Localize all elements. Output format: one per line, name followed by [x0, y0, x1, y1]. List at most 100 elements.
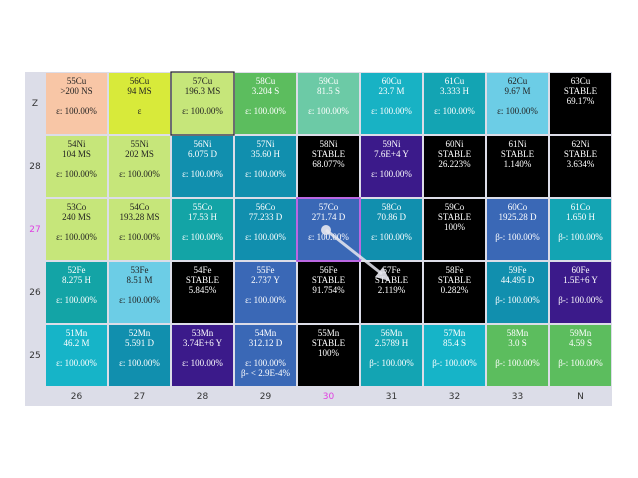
nuclide-name: 55Ni [130, 139, 149, 149]
nuclide-name: 60Co [507, 202, 528, 212]
half-life: 196.3 MS [184, 86, 221, 96]
nuclide-name: 55Co [192, 202, 213, 212]
nuclide-cell: 58Mn 3.0 S β-: 100.00% [486, 324, 549, 387]
nuclide-cell: 58Fe STABLE 0.282% [423, 261, 486, 324]
half-life: STABLE [437, 212, 472, 222]
nuclide-name: 57Fe [382, 265, 401, 275]
nuclide-cell: 52Fe 8.275 H ε: 100.00% [45, 261, 108, 324]
half-life: 77.233 D [248, 212, 283, 222]
abundance: 5.845% [188, 285, 217, 295]
abundance: 26.223% [438, 159, 471, 169]
row-label: 27 [29, 225, 41, 235]
nuclide-name: 52Fe [67, 265, 86, 275]
nuclide-name: 59Cu [318, 76, 339, 86]
nuclide-name: 61Cu [444, 76, 465, 86]
half-life: 17.53 H [188, 212, 217, 222]
decay-mode: ε: 100.00% [119, 232, 160, 242]
column-label: 27 [133, 392, 146, 402]
nuclide-cell: 56Ni 6.075 D ε: 100.00% [171, 135, 234, 198]
nuclide-name: 59Fe [508, 265, 527, 275]
decay-mode: ε: 100.00% [308, 232, 349, 242]
row-label: 28 [29, 162, 41, 172]
decay-mode: β-: 100.00% [369, 358, 414, 368]
nuclide-name: 54Ni [67, 139, 86, 149]
decay-mode: ε: 100.00% [497, 106, 538, 116]
half-life: >200 NS [60, 86, 93, 96]
half-life: 70.86 D [377, 212, 406, 222]
half-life: 94 MS [127, 86, 152, 96]
nuclide-name: 62Cu [507, 76, 528, 86]
decay-mode: ε: 100.00% [119, 358, 160, 368]
half-life: 202 MS [125, 149, 154, 159]
nuclide-cell: 53Fe 8.51 M ε: 100.00% [108, 261, 171, 324]
decay-mode: ε: 100.00% [56, 106, 97, 116]
nuclide-cell: 62Ni STABLE 3.634% [549, 135, 612, 198]
nuclide-cell: 58Ni STABLE 68.077% [297, 135, 360, 198]
nuclide-name: 51Mn [65, 328, 88, 338]
half-life: 271.74 D [311, 212, 346, 222]
half-life: 44.495 D [500, 275, 535, 285]
column-label: 29 [259, 392, 272, 402]
half-life: 9.67 M [504, 86, 531, 96]
abundance: 69.17% [566, 96, 595, 106]
decay-mode: ε: 100.00% [245, 106, 286, 116]
nuclide-cell: 55Ni 202 MS ε: 100.00% [108, 135, 171, 198]
decay-mode: ε: 100.00% [182, 169, 223, 179]
nuclide-cell: 56Fe STABLE 91.754% [297, 261, 360, 324]
decay-mode: ε: 100.00% [182, 358, 223, 368]
nuclide-cell: 58Cu 3.204 S ε: 100.00% [234, 72, 297, 135]
abundance: 91.754% [312, 285, 345, 295]
column-label: 30 [322, 392, 335, 402]
nuclide-cell: 58Co 70.86 D ε: 100.00% [360, 198, 423, 261]
decay-mode: ε: 100.00% [308, 106, 349, 116]
half-life: 4.59 S [568, 338, 592, 348]
nuclide-name: 57Co [318, 202, 339, 212]
nuclide-cell: 57Co 271.74 D ε: 100.00% [297, 198, 360, 261]
nuclide-cell: 57Ni 35.60 H ε: 100.00% [234, 135, 297, 198]
decay-mode: ε: 100.00% [245, 169, 286, 179]
nuclide-cell: 51Mn 46.2 M ε: 100.00% [45, 324, 108, 387]
nuclide-name: 59Ni [382, 139, 401, 149]
nuclide-cell: 53Mn 3.74E+6 Y ε: 100.00% [171, 324, 234, 387]
column-label: 33 [511, 392, 524, 402]
nuclide-cell: 60Co 1925.28 D β-: 100.00% [486, 198, 549, 261]
nuclide-cell: 61Cu 3.333 H ε: 100.00% [423, 72, 486, 135]
half-life: STABLE [311, 338, 346, 348]
half-life: 1925.28 D [498, 212, 537, 222]
half-life: 3.74E+6 Y [182, 338, 223, 348]
nuclide-cell: 62Cu 9.67 M ε: 100.00% [486, 72, 549, 135]
nuclide-name: 53Co [66, 202, 87, 212]
decay-mode: ε: 100.00% [56, 169, 97, 179]
nuclide-cell: 60Fe 1.5E+6 Y β-: 100.00% [549, 261, 612, 324]
column-label: 31 [385, 392, 398, 402]
nuclide-name: 60Ni [445, 139, 464, 149]
row-label: 25 [29, 351, 41, 361]
row-label: 26 [29, 288, 41, 298]
nuclide-cell: 56Co 77.233 D ε: 100.00% [234, 198, 297, 261]
decay-mode: ε: 100.00% [56, 232, 97, 242]
nuclide-cell: 59Cu 81.5 S ε: 100.00% [297, 72, 360, 135]
nuclide-name: 57Mn [443, 328, 466, 338]
nuclide-cell: 59Ni 7.6E+4 Y ε: 100.00% [360, 135, 423, 198]
nuclide-name: 63Cu [570, 76, 591, 86]
half-life: STABLE [437, 275, 472, 285]
half-life: 312.12 D [248, 338, 283, 348]
decay-mode: β-: 100.00% [558, 295, 603, 305]
nuclide-cell: 54Co 193.28 MS ε: 100.00% [108, 198, 171, 261]
half-life: STABLE [311, 149, 346, 159]
half-life: 3.0 S [508, 338, 527, 348]
half-life: 2.737 Y [251, 275, 280, 285]
abundance: 100% [444, 222, 465, 232]
nuclide-cell: 57Cu 196.3 MS ε: 100.00% [171, 72, 234, 135]
nuclide-name: 57Ni [256, 139, 275, 149]
nuclide-cell: 55Fe 2.737 Y ε: 100.00% [234, 261, 297, 324]
nuclide-name: 61Co [570, 202, 591, 212]
nuclide-cell: 54Ni 104 MS ε: 100.00% [45, 135, 108, 198]
half-life: STABLE [563, 149, 598, 159]
nuclide-name: 56Mn [380, 328, 403, 338]
decay-mode: ε: 100.00% [371, 232, 412, 242]
nuclide-name: 58Co [381, 202, 402, 212]
half-life: 8.275 H [62, 275, 91, 285]
nuclide-name: 60Cu [381, 76, 402, 86]
